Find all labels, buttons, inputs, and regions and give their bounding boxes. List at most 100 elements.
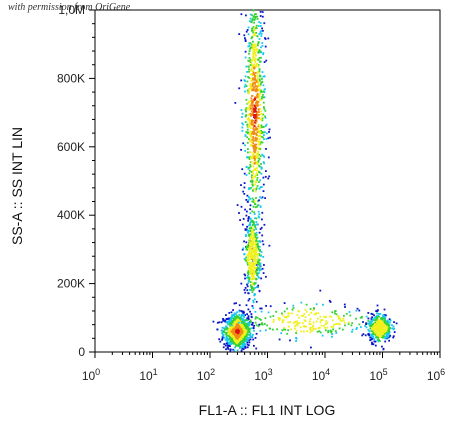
data-point [381, 326, 384, 328]
data-point [247, 244, 250, 246]
data-point [252, 205, 255, 208]
data-point [249, 82, 252, 85]
data-point [251, 184, 254, 187]
data-point [247, 151, 249, 154]
data-point [330, 330, 333, 333]
data-point [251, 104, 254, 106]
data-point [376, 339, 379, 342]
data-point [272, 321, 275, 323]
data-point [252, 82, 254, 85]
data-point [230, 340, 233, 342]
data-point [372, 325, 375, 328]
data-point [252, 70, 255, 72]
data-point [304, 316, 307, 318]
data-point [256, 147, 259, 150]
data-point [229, 335, 232, 338]
data-point [373, 338, 375, 341]
data-point [248, 187, 251, 190]
data-point [234, 102, 237, 104]
data-point [258, 51, 261, 53]
data-point [244, 134, 247, 137]
data-point [250, 186, 253, 189]
data-point [252, 270, 255, 273]
data-point [253, 89, 256, 92]
data-point [256, 185, 259, 187]
data-point [250, 323, 253, 326]
data-point [262, 53, 264, 56]
data-point [258, 323, 261, 326]
data-point [362, 321, 364, 323]
data-point [223, 329, 226, 332]
data-point [247, 299, 250, 302]
data-point [242, 338, 245, 341]
data-point [255, 231, 258, 234]
data-point [260, 197, 263, 200]
data-point [257, 114, 259, 116]
data-point [300, 330, 303, 333]
data-point [259, 22, 262, 24]
data-point [256, 247, 259, 250]
data-point [325, 322, 328, 325]
data-point [257, 101, 260, 103]
data-point [263, 134, 265, 136]
data-point [319, 331, 322, 334]
data-point [259, 330, 262, 332]
data-point [236, 349, 239, 352]
data-point [228, 330, 230, 333]
data-point [257, 154, 259, 157]
data-point [257, 267, 259, 270]
data-point [244, 90, 246, 93]
data-point [262, 256, 265, 258]
data-point [269, 305, 272, 308]
data-point [248, 113, 250, 116]
data-point [244, 109, 247, 111]
data-point [263, 264, 265, 266]
data-point [251, 322, 254, 324]
data-point [251, 243, 254, 246]
data-point [256, 167, 258, 169]
data-point [253, 64, 255, 67]
data-point [294, 321, 296, 323]
data-point [253, 253, 256, 256]
x-tick-base: 10 [312, 369, 326, 383]
data-point [244, 37, 246, 40]
data-point [256, 105, 259, 107]
data-point [251, 197, 254, 200]
data-point [263, 155, 265, 158]
data-point [259, 103, 262, 106]
data-point [317, 312, 320, 315]
data-point [371, 335, 373, 338]
data-point [253, 108, 256, 111]
data-point [247, 199, 250, 202]
data-point [351, 328, 354, 331]
data-point [242, 339, 245, 342]
data-point [253, 130, 255, 133]
data-point [261, 116, 263, 119]
data-point [309, 318, 312, 320]
data-point [248, 263, 251, 266]
data-point [249, 233, 252, 236]
data-point [258, 78, 261, 81]
data-point [234, 346, 236, 349]
data-point [249, 310, 251, 313]
data-point [305, 303, 308, 306]
data-point [371, 343, 374, 345]
data-point [247, 246, 249, 248]
data-point [246, 225, 248, 228]
data-point [242, 329, 244, 331]
data-point [255, 58, 257, 61]
data-point [243, 34, 246, 37]
data-point [236, 204, 239, 206]
data-point [337, 315, 339, 317]
data-point [255, 89, 258, 92]
data-point [244, 229, 247, 231]
data-point [253, 250, 256, 253]
data-point [254, 72, 257, 74]
data-point [247, 269, 250, 272]
data-point [244, 56, 247, 59]
data-point [250, 241, 253, 244]
data-point [254, 224, 256, 226]
data-point [251, 285, 253, 288]
data-point [255, 172, 258, 175]
data-point [244, 287, 247, 289]
